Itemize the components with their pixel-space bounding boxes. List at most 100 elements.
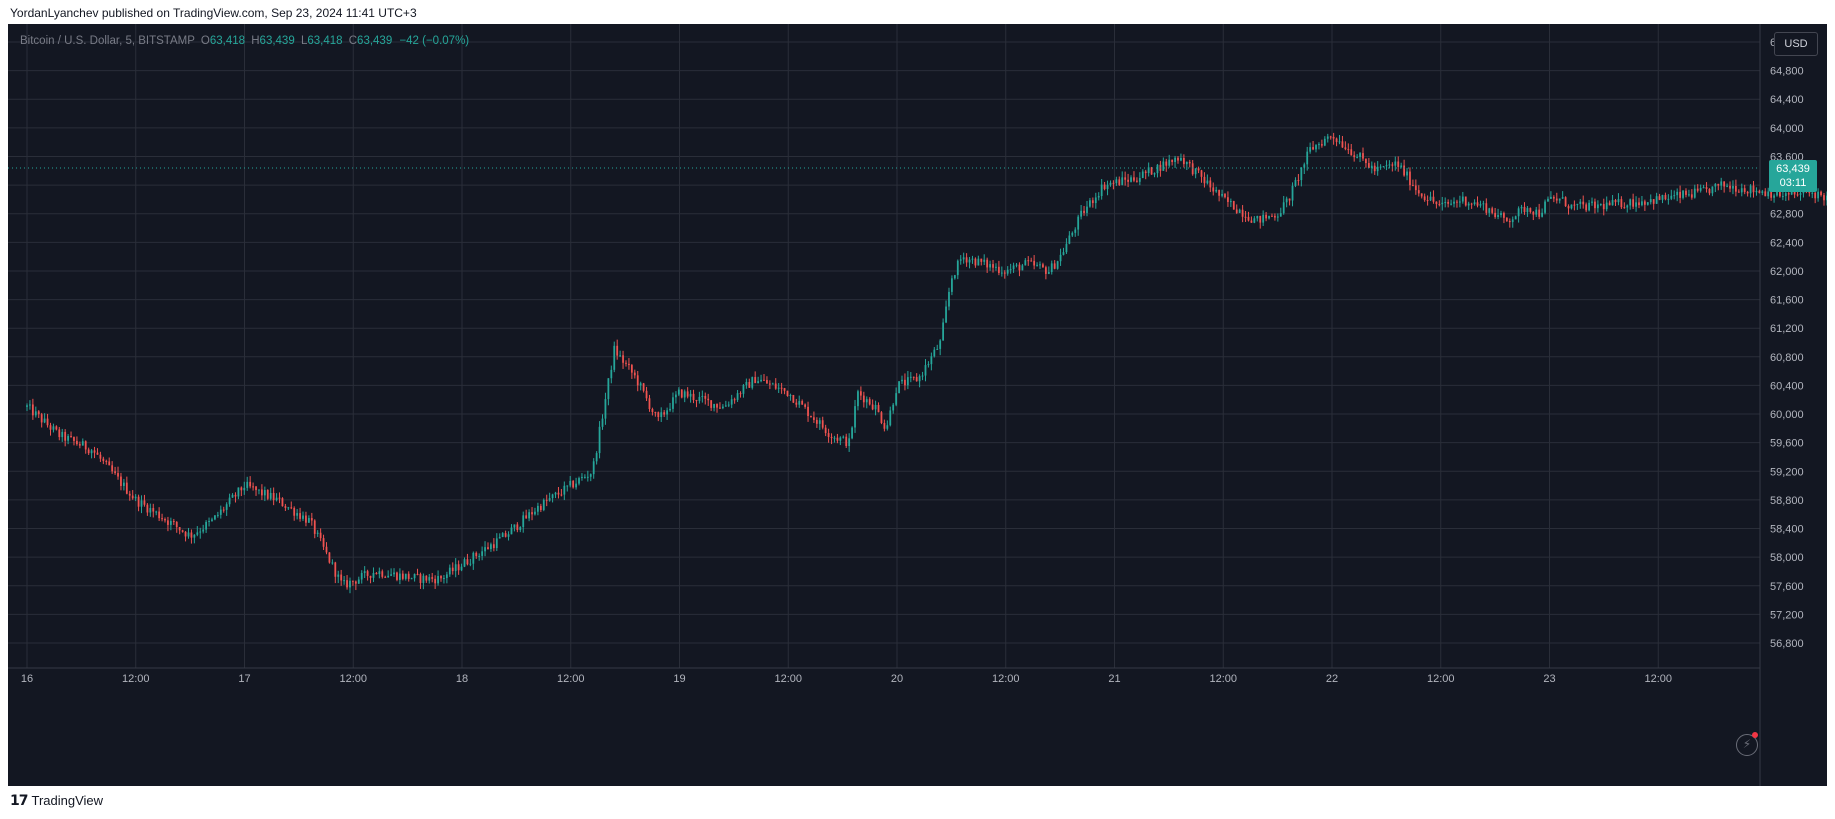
footer-brand[interactable]: 𝟭𝟳 TradingView <box>10 792 103 809</box>
candle-body <box>989 264 991 268</box>
grid-lines <box>8 24 1760 668</box>
candle-body <box>1288 198 1291 201</box>
candle-body <box>1062 252 1065 255</box>
candle-body <box>930 356 933 365</box>
candle-body <box>522 515 525 528</box>
x-tick-label: 16 <box>21 673 33 685</box>
candle-body <box>854 406 856 428</box>
candle-body <box>1047 271 1050 274</box>
candle-body <box>196 532 199 535</box>
candle-body <box>211 519 213 521</box>
candle-body <box>1282 202 1285 214</box>
candle-body <box>296 513 299 516</box>
currency-button[interactable]: USD <box>1774 32 1818 56</box>
candle-body <box>1400 165 1403 167</box>
candle-body <box>774 383 777 389</box>
candle-body <box>70 436 72 438</box>
candle-body <box>1582 201 1585 205</box>
candle-body <box>84 441 87 450</box>
candle-body <box>422 575 425 583</box>
candle-body <box>193 534 196 538</box>
candle-body <box>76 440 78 445</box>
candle-body <box>67 436 70 441</box>
candle-body <box>319 532 322 539</box>
candle-body <box>971 258 974 260</box>
close-key: C <box>348 35 358 47</box>
candle-body <box>214 515 216 520</box>
candle-body <box>689 393 692 397</box>
candle-body <box>378 571 381 575</box>
y-tick-label: 59,600 <box>1770 438 1804 450</box>
candle-body <box>675 394 677 398</box>
candle-body <box>158 511 161 519</box>
candle-body <box>933 349 936 357</box>
candle-body <box>1690 194 1693 198</box>
candle-body <box>648 398 651 410</box>
candle-body <box>1071 232 1074 236</box>
candle-body <box>1006 269 1009 274</box>
symbol-name[interactable]: Bitcoin / U.S. Dollar, 5, BITSTAMP <box>20 35 195 47</box>
candle-body <box>557 492 560 495</box>
candle-body <box>1611 200 1614 206</box>
candle-body <box>46 418 49 426</box>
chart-panel[interactable]: 16 12:00 17 12:00 18 12:00 19 12:00 20 12:00 21 12:… <box>8 24 1827 786</box>
lightning-icon[interactable]: ⚡ <box>1736 734 1758 756</box>
candle-body <box>152 508 155 512</box>
candle-body <box>369 575 372 578</box>
candle-body <box>1394 161 1397 166</box>
candle-body <box>883 422 886 429</box>
candle-body <box>865 399 868 403</box>
price-chart[interactable]: 16 12:00 17 12:00 18 12:00 19 12:00 20 12:00 21 12:… <box>8 24 1827 786</box>
candle-body <box>1059 254 1062 262</box>
candle-body <box>1370 165 1373 168</box>
candle-body <box>1397 161 1400 167</box>
candle-body <box>909 376 912 378</box>
candle-body <box>766 380 768 384</box>
candle-body <box>918 376 921 382</box>
candle-body <box>534 511 536 515</box>
candle-body <box>586 476 589 478</box>
candle-body <box>487 547 489 550</box>
notification-dot <box>1752 732 1758 738</box>
candle-body <box>992 264 994 268</box>
candle-body <box>669 408 671 411</box>
y-tick-label: 59,200 <box>1770 466 1804 478</box>
candle-body <box>581 476 583 479</box>
candle-body <box>1168 159 1171 166</box>
candle-body <box>651 409 654 413</box>
candle-body <box>1679 191 1682 198</box>
candle-body <box>255 486 257 491</box>
candle-body <box>1676 191 1679 196</box>
candle-body <box>1529 208 1532 212</box>
candle-body <box>912 376 915 378</box>
candle-body <box>1464 196 1467 206</box>
candle-body <box>410 578 413 580</box>
candle-body <box>768 383 771 385</box>
candle-body <box>1699 188 1702 191</box>
candle-body <box>1414 185 1417 191</box>
candle-body <box>249 481 252 487</box>
candle-body <box>1773 195 1775 198</box>
candle-body <box>1036 264 1038 266</box>
candle-body <box>302 515 304 519</box>
candle-body <box>1432 196 1435 202</box>
candle-body <box>968 259 971 263</box>
x-tick-label: 12:00 <box>774 673 802 685</box>
candle-body <box>1764 191 1767 197</box>
candle-body <box>1423 196 1426 201</box>
candle-body <box>698 396 701 401</box>
candle-body <box>1265 214 1267 219</box>
candle-body <box>52 426 55 430</box>
symbol-legend[interactable]: Bitcoin / U.S. Dollar, 5, BITSTAMP O63,4… <box>20 35 469 47</box>
candle-body <box>1561 197 1564 199</box>
candle-body <box>901 379 903 382</box>
candle-body <box>1453 201 1455 204</box>
candle-body <box>798 401 801 405</box>
candle-body <box>1227 197 1229 202</box>
candle-body <box>108 461 111 466</box>
candle-body <box>1441 202 1444 205</box>
candle-body <box>915 377 918 382</box>
candle-body <box>1229 201 1232 203</box>
candle-body <box>630 365 633 373</box>
candle-body <box>1156 164 1159 174</box>
